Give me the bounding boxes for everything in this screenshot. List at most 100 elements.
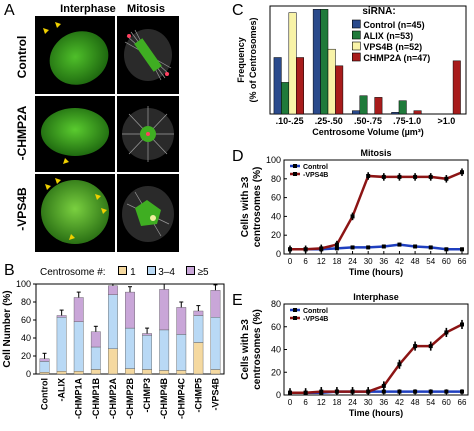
y-axis-label-2: centrosomes (%): [252, 309, 263, 390]
bar-c: [374, 97, 383, 115]
legend-title-b: Centrosome #:: [40, 267, 106, 278]
data-point: [381, 383, 386, 388]
x-tick-label: 0: [288, 398, 293, 407]
x-tick-label-b: -CHMP2A: [108, 378, 118, 420]
data-point: [319, 246, 324, 251]
bar-segment-b: [142, 369, 152, 375]
bar-segment-b: [108, 348, 118, 375]
data-point: [350, 214, 355, 219]
data-point: [381, 389, 386, 394]
bar-segment-b: [56, 371, 67, 375]
data-point: [303, 247, 308, 252]
y-tick-label: 80: [271, 299, 281, 309]
data-point: [288, 247, 292, 252]
data-point: [444, 389, 449, 394]
data-point: [397, 362, 402, 367]
bar-c: [452, 60, 461, 115]
y-tick-label: 0: [276, 390, 281, 400]
x-tick-label: 12: [317, 257, 326, 266]
bar-segment-b: [108, 285, 118, 295]
data-point: [334, 389, 339, 394]
plot-frame-c: [269, 5, 467, 115]
micrograph-chmp2a-interphase: [35, 96, 115, 172]
data-point: [428, 245, 433, 250]
data-point: [381, 174, 386, 179]
legend-label-three-four: 3–4: [158, 267, 175, 278]
bar-c: [288, 12, 297, 115]
legend-label: Control: [303, 308, 328, 315]
x-tick-label-c: .75-1.0: [393, 116, 421, 126]
data-point: [413, 174, 418, 179]
legend-title-c: siRNA:: [362, 6, 395, 17]
bar-segment-b: [193, 315, 204, 343]
y-axis-label-2: centrosomes (%): [252, 167, 263, 248]
bar-segment-b: [56, 317, 67, 372]
bar-segment-b: [39, 371, 50, 375]
x-tick-label-b: -CHMP4C: [176, 378, 186, 420]
data-point: [397, 174, 402, 179]
data-point: [444, 247, 449, 252]
x-tick-label: 36: [379, 398, 388, 407]
panel-letter-b: B: [4, 262, 15, 279]
col-header-interphase: Interphase: [60, 3, 116, 15]
x-tick-label-b: -CHMP4B: [159, 378, 169, 420]
x-tick-label: 24: [348, 398, 357, 407]
bar-segment-b: [159, 289, 170, 331]
x-tick-label-c: .50-.75: [354, 116, 382, 126]
legend-label-one: 1: [130, 267, 136, 278]
bar-segment-b: [176, 307, 187, 335]
legend-swatch-three-four: [146, 266, 156, 275]
y-tick-label-b: 80: [21, 297, 31, 307]
x-tick-label-b: Control: [40, 378, 50, 410]
legend-swatch-c: [352, 19, 361, 29]
legend-label: -VPS4B: [303, 172, 328, 179]
x-tick-label: 54: [426, 257, 435, 266]
data-point: [350, 245, 355, 250]
y-tick-label-b: 0: [26, 369, 31, 379]
bar-segment-b: [210, 369, 221, 375]
bar-c: [359, 95, 368, 115]
bar-c: [352, 110, 361, 115]
bar-c: [391, 112, 400, 115]
y-tick-label: 60: [271, 322, 281, 332]
y-tick-label: 20: [271, 230, 281, 240]
x-tick-label-b: -CHMP1A: [74, 378, 84, 420]
y-tick-label: 40: [271, 211, 281, 221]
x-tick-label: 12: [317, 398, 326, 407]
x-tick-label-c: .10-.25: [276, 116, 304, 126]
x-tick-label: 42: [395, 398, 404, 407]
data-point: [366, 245, 371, 250]
x-axis-label: Time (hours): [349, 267, 403, 277]
data-point: [460, 247, 464, 252]
col-header-mitosis: Mitosis: [127, 3, 165, 15]
y-tick-label: 40: [271, 345, 281, 355]
legend-marker: [293, 164, 297, 168]
data-point: [303, 390, 308, 395]
x-axis-label: Time (hours): [349, 408, 403, 418]
legend-marker: [293, 172, 297, 176]
bar-segment-b: [125, 368, 135, 375]
x-tick-label: 42: [395, 257, 404, 266]
legend-marker: [293, 308, 297, 312]
micrograph-control-interphase: [35, 16, 115, 94]
plot-frame: [283, 159, 469, 255]
data-point: [397, 242, 402, 247]
legend-label: -VPS4B: [303, 316, 328, 323]
x-tick-label-c: .25-.50: [315, 116, 343, 126]
y-axis-label-c: Frequency: [236, 37, 246, 83]
panel-b-legend: Centrosome #: 1 3–4 ≥5: [40, 266, 209, 278]
bar-segment-b: [73, 297, 84, 322]
bar-c: [312, 9, 321, 115]
x-tick-label: 54: [426, 398, 435, 407]
x-tick-label: 60: [442, 257, 451, 266]
y-tick-label: 20: [271, 367, 281, 377]
micrograph-vps4b-mitosis: [117, 174, 179, 252]
panel-letter-a: A: [4, 2, 15, 19]
series-line: [290, 323, 463, 394]
bar-segment-b: [176, 334, 187, 371]
x-tick-label-b: -VPS4B: [210, 378, 220, 411]
y-tick-label-b: 60: [21, 315, 31, 325]
data-point: [381, 244, 386, 249]
x-tick-label: 18: [332, 398, 341, 407]
legend-label-c: ALIX (n=53): [363, 31, 413, 41]
